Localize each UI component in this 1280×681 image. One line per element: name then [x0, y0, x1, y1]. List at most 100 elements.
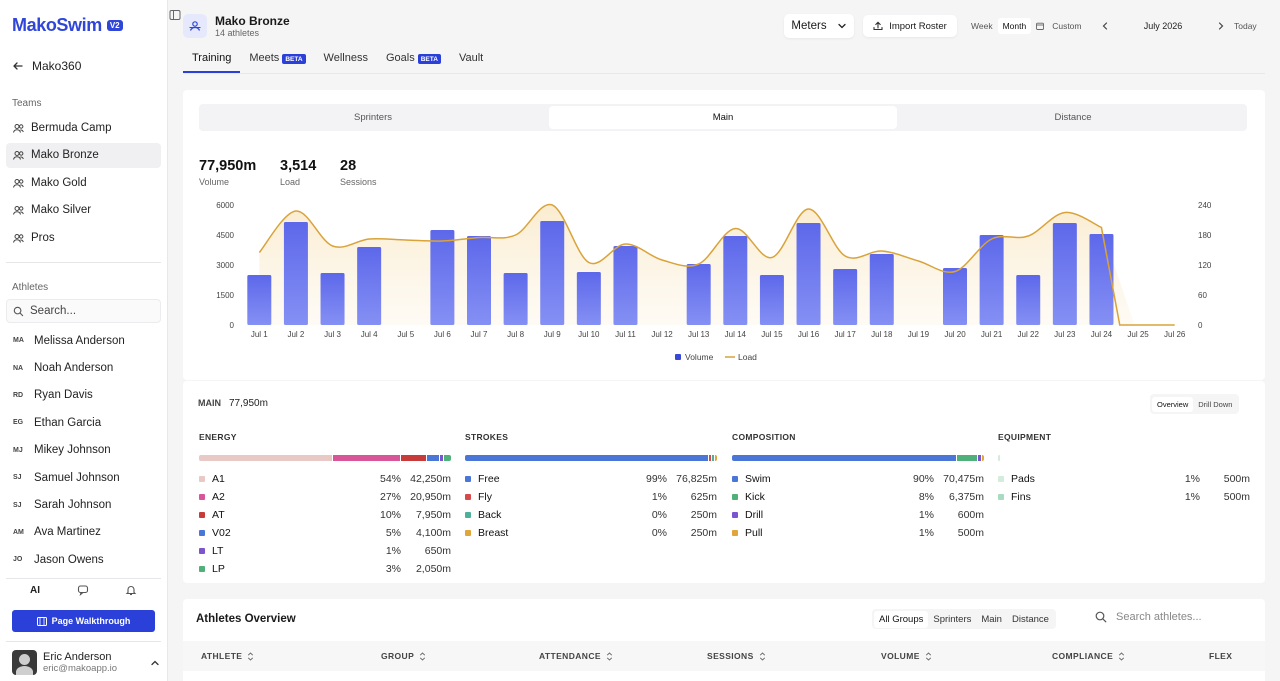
volume-bar[interactable]	[283, 222, 308, 325]
period-month[interactable]: Month	[997, 18, 1032, 34]
ai-tab[interactable]: AI	[30, 584, 40, 596]
volume-bar[interactable]	[796, 223, 821, 325]
x-tick: Jul 20	[944, 330, 966, 339]
sidebar-athlete-item[interactable]: SJ Sarah Johnson	[6, 491, 161, 518]
volume-bar[interactable]	[1089, 234, 1114, 325]
volume-bar[interactable]	[686, 264, 711, 325]
volume-bar[interactable]	[503, 273, 528, 325]
volume-bar[interactable]	[540, 221, 565, 325]
tab-training[interactable]: Training	[183, 47, 241, 73]
tab-vault[interactable]: Vault	[450, 47, 492, 73]
breakdown-row: Free 99% 76,825m	[465, 470, 717, 488]
overview-group-all-groups[interactable]: All Groups	[874, 610, 929, 628]
column-header-athlete[interactable]: ATHLETE	[201, 651, 254, 661]
chart-legend: Volume Load	[675, 352, 757, 362]
column-header-sessions[interactable]: SESSIONS	[707, 651, 766, 661]
user-name: Eric Anderson	[43, 651, 112, 663]
drill-down-toggle[interactable]: Drill Down	[1198, 399, 1233, 409]
volume-bar[interactable]	[613, 246, 638, 325]
sidebar-athlete-item[interactable]: EG Ethan Garcia	[6, 409, 161, 436]
group-sprinters[interactable]: Sprinters	[353, 112, 392, 123]
sidebar-team-item[interactable]: Mako Gold	[6, 170, 161, 195]
bell-icon[interactable]	[125, 584, 137, 596]
volume-bar[interactable]	[869, 254, 894, 325]
import-roster-button[interactable]: Import Roster	[863, 15, 957, 37]
volume-bar[interactable]	[1016, 275, 1041, 325]
chevron-left-icon[interactable]	[1100, 21, 1110, 31]
period-week[interactable]: Week	[971, 21, 993, 31]
group-main[interactable]: Main	[549, 106, 897, 129]
chat-icon[interactable]	[77, 584, 89, 596]
chevron-right-icon[interactable]	[1216, 21, 1226, 31]
breakdown-row-name: A2	[212, 491, 225, 503]
sidebar-team-item[interactable]: Pros	[6, 225, 161, 250]
volume-bar[interactable]	[430, 230, 455, 325]
volume-bar[interactable]	[247, 275, 272, 325]
y-right-tick: 0	[1198, 321, 1203, 330]
overview-search-input[interactable]	[1116, 611, 1256, 623]
sidebar-toggle-icon[interactable]	[169, 9, 181, 21]
overview-toggle[interactable]: Overview	[1152, 396, 1194, 412]
sidebar-athlete-item[interactable]: JO Jason Owens	[6, 546, 161, 573]
athlete-search[interactable]	[6, 299, 161, 323]
sidebar-athlete-item[interactable]: MJ Mikey Johnson	[6, 437, 161, 464]
column-header-volume[interactable]: VOLUME	[881, 651, 932, 661]
volume-bar[interactable]	[320, 273, 345, 325]
volume-bar[interactable]	[467, 236, 491, 325]
sidebar-athlete-item[interactable]: MA Melissa Anderson	[6, 327, 161, 354]
x-tick: Jul 11	[615, 330, 636, 339]
volume-bar[interactable]	[357, 247, 382, 325]
overview-group-distance[interactable]: Distance	[1011, 613, 1049, 625]
volume-bar[interactable]	[759, 275, 784, 325]
breakdown-rows: A1 54% 42,250m A2 27% 20,950m AT 10% 7,950m V02 5%…	[199, 470, 451, 578]
column-header-group[interactable]: GROUP	[381, 651, 426, 661]
month-navigator: July 2026	[1100, 16, 1226, 36]
tab-meets[interactable]: Meets BETA	[240, 47, 314, 73]
sort-icon	[1119, 651, 1125, 661]
sidebar-team-item[interactable]: Bermuda Camp	[6, 115, 161, 140]
user-menu[interactable]: Eric Anderson eric@makoapp.io	[12, 650, 160, 675]
period-custom[interactable]: Custom	[1031, 15, 1091, 37]
tab-goals[interactable]: Goals BETA	[377, 47, 450, 73]
table-header-row	[183, 641, 1265, 671]
sidebar-athlete-item[interactable]: NA Noah Anderson	[6, 354, 161, 381]
tab-label: Training	[192, 52, 232, 64]
volume-bar[interactable]	[723, 236, 748, 325]
logo[interactable]: MakoSwim V2	[12, 15, 123, 36]
athlete-name: Melissa Anderson	[34, 334, 125, 347]
tab-wellness[interactable]: Wellness	[315, 47, 377, 73]
volume-bar[interactable]	[943, 268, 967, 325]
back-to-mako360[interactable]: Mako360	[12, 59, 81, 73]
today-button[interactable]: Today	[1234, 21, 1257, 31]
overview-search[interactable]	[1095, 611, 1256, 623]
column-header-compliance[interactable]: COMPLIANCE	[1052, 651, 1125, 661]
search-icon	[13, 306, 24, 316]
group-segmented-control: Sprinters Main Distance	[199, 104, 1247, 131]
unit-select[interactable]: Meters	[784, 14, 854, 38]
breakdown-row: AT 10% 7,950m	[199, 506, 451, 524]
volume-bar[interactable]	[833, 269, 858, 325]
sidebar-athlete-item[interactable]: AM Ava Martinez	[6, 519, 161, 546]
overview-group-sprinters[interactable]: Sprinters	[933, 613, 972, 625]
athlete-search-input[interactable]	[30, 305, 150, 317]
athlete-initials: RD	[13, 391, 24, 399]
volume-bar[interactable]	[979, 235, 1004, 325]
column-header-attendance[interactable]: ATTENDANCE	[539, 651, 613, 661]
sidebar-athlete-item[interactable]: SJ Samuel Johnson	[6, 464, 161, 491]
column-header-flex[interactable]: FLEX	[1209, 651, 1232, 661]
page-walkthrough-button[interactable]: Page Walkthrough	[12, 610, 155, 632]
breakdown-row-name: V02	[212, 527, 231, 539]
overview-group-main[interactable]: Main	[981, 613, 1002, 625]
team-group-icon	[13, 206, 24, 215]
breakdown-column-strokes: STROKES Free 99% 76,825m Fly 1% 625m Back 0% 250m…	[465, 432, 717, 542]
sidebar-team-item[interactable]: Mako Bronze	[6, 142, 161, 168]
y-left-tick: 6000	[216, 201, 234, 210]
breakdown-row-percent: 3%	[385, 563, 401, 575]
sidebar-athlete-item[interactable]: RD Ryan Davis	[6, 382, 161, 409]
sort-icon	[248, 651, 254, 661]
group-distance[interactable]: Distance	[1054, 112, 1092, 123]
volume-bar[interactable]	[576, 272, 601, 325]
volume-bar[interactable]	[1052, 223, 1077, 325]
breakdown-bar-segment	[709, 455, 711, 461]
sidebar-team-item[interactable]: Mako Silver	[6, 198, 161, 223]
